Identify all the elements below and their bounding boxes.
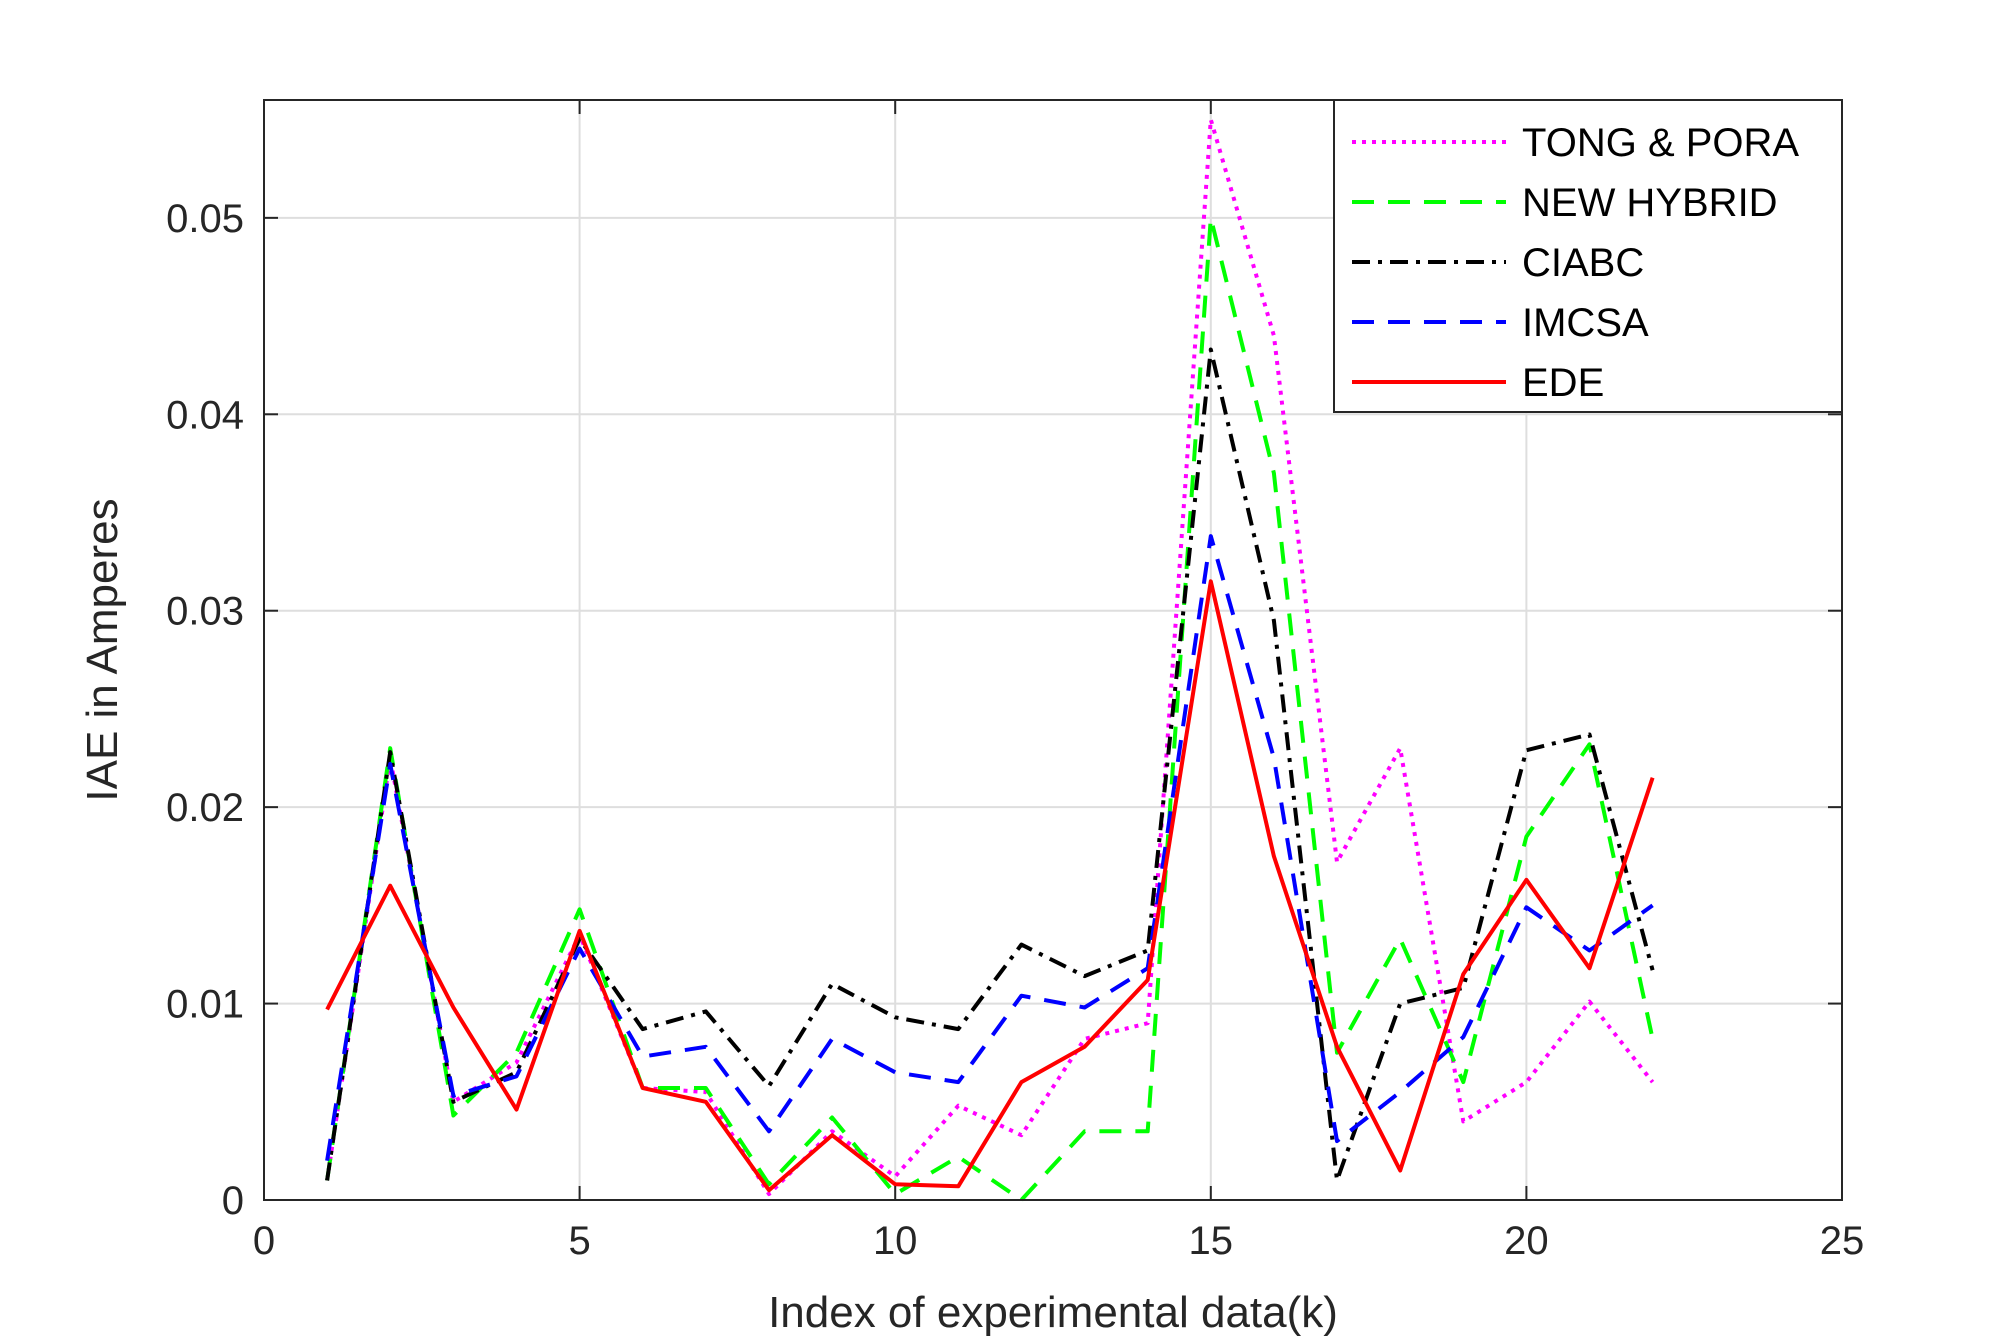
y-tick-label: 0.02 (166, 786, 244, 830)
legend-box (1333, 99, 1843, 413)
y-axis-label: IAE in Amperes (78, 498, 127, 801)
ticks: 0 5 10 15 20 25 0 0.01 0.02 0.03 0.04 0.05 (166, 100, 1864, 1263)
x-axis-label: Index of experimental data(k) (768, 1288, 1338, 1337)
y-tick-label: 0.05 (166, 197, 244, 241)
y-tick-label: 0.04 (166, 393, 244, 437)
legend-label-imcsa: IMCSA (1522, 301, 1649, 345)
series-line-new-hybrid (325, 215, 1655, 1202)
x-tick-label: 5 (568, 1219, 590, 1263)
legend: TONG & PORA NEW HYBRID CIABC IMCSA EDE (1333, 99, 1843, 413)
legend-label-ede: EDE (1522, 361, 1604, 405)
series-line-imcsa (325, 534, 1654, 1162)
x-tick-label: 25 (1820, 1219, 1865, 1263)
axes-box (263, 99, 1843, 1201)
legend-label-new-hybrid: NEW HYBRID (1522, 181, 1778, 225)
series-line-ciabc (325, 347, 1655, 1183)
series-line-tong-pora (325, 117, 1655, 1197)
legend-label-ciabc: CIABC (1522, 241, 1644, 285)
x-tick-label: 20 (1504, 1219, 1549, 1263)
y-tick-label: 0 (222, 1179, 244, 1223)
x-tick-label: 15 (1189, 1219, 1234, 1263)
y-tick-label: 0.03 (166, 590, 244, 634)
series-lines (325, 117, 1655, 1202)
y-tick-label: 0.01 (166, 983, 244, 1027)
series-line-ede (325, 579, 1655, 1193)
x-tick-label: 10 (873, 1219, 918, 1263)
legend-label-tong-pora: TONG & PORA (1522, 121, 1799, 165)
x-tick-label: 0 (253, 1219, 275, 1263)
